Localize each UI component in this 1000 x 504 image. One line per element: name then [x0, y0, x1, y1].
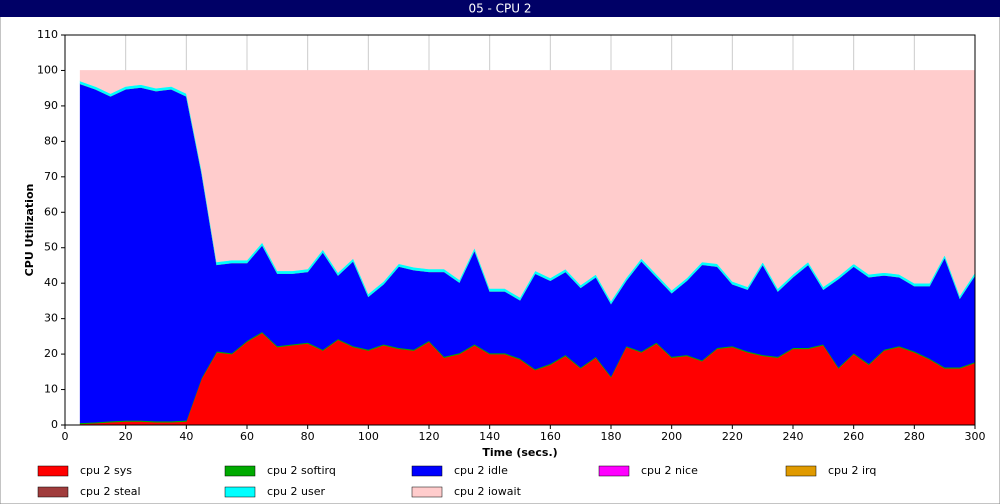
- legend-swatch: [224, 465, 256, 477]
- x-axis-label: Time (secs.): [482, 446, 557, 459]
- y-tick-label: 30: [44, 312, 58, 325]
- x-tick-label: 100: [358, 430, 379, 443]
- legend-swatch: [37, 486, 69, 498]
- y-axis-label: CPU Utilization: [23, 184, 36, 277]
- legend-label: cpu 2 sys: [80, 464, 132, 477]
- legend-swatch: [785, 465, 817, 477]
- x-tick-label: 40: [179, 430, 193, 443]
- legend-label: cpu 2 iowait: [454, 485, 522, 498]
- x-tick-label: 220: [722, 430, 743, 443]
- y-tick-label: 100: [37, 63, 58, 76]
- x-tick-label: 280: [904, 430, 925, 443]
- x-tick-label: 160: [540, 430, 561, 443]
- plot-border: [64, 34, 976, 426]
- y-tick-label: 80: [44, 134, 58, 147]
- chart-title: 05 - CPU 2: [468, 2, 531, 16]
- y-tick-label: 110: [37, 28, 58, 41]
- legend-label: cpu 2 softirq: [267, 464, 336, 477]
- legend-label: cpu 2 irq: [828, 464, 876, 477]
- legend-label: cpu 2 steal: [80, 485, 141, 498]
- x-tick-label: 60: [240, 430, 254, 443]
- x-tick-label: 80: [301, 430, 315, 443]
- legend-swatch: [598, 465, 630, 477]
- x-tick-label: 20: [119, 430, 133, 443]
- x-tick-label: 200: [661, 430, 682, 443]
- y-tick-label: 40: [44, 276, 58, 289]
- y-tick-label: 70: [44, 170, 58, 183]
- legend-label: cpu 2 user: [267, 485, 325, 498]
- x-tick-label: 180: [601, 430, 622, 443]
- legend-label: cpu 2 nice: [641, 464, 698, 477]
- legend-swatch: [411, 465, 443, 477]
- legend-label: cpu 2 idle: [454, 464, 508, 477]
- y-tick-label: 20: [44, 347, 58, 360]
- y-tick-label: 90: [44, 99, 58, 112]
- y-tick-label: 60: [44, 205, 58, 218]
- x-tick-label: 140: [479, 430, 500, 443]
- title-bar: [0, 0, 1000, 17]
- x-tick-label: 120: [419, 430, 440, 443]
- x-tick-label: 260: [843, 430, 864, 443]
- legend-swatch: [411, 486, 443, 498]
- y-tick-label: 0: [51, 418, 58, 431]
- x-tick-label: 240: [783, 430, 804, 443]
- x-tick-label: 0: [62, 430, 69, 443]
- legend-swatch: [224, 486, 256, 498]
- y-tick-label: 10: [44, 383, 58, 396]
- y-tick-label: 50: [44, 241, 58, 254]
- legend-swatch: [37, 465, 69, 477]
- x-tick-label: 300: [965, 430, 986, 443]
